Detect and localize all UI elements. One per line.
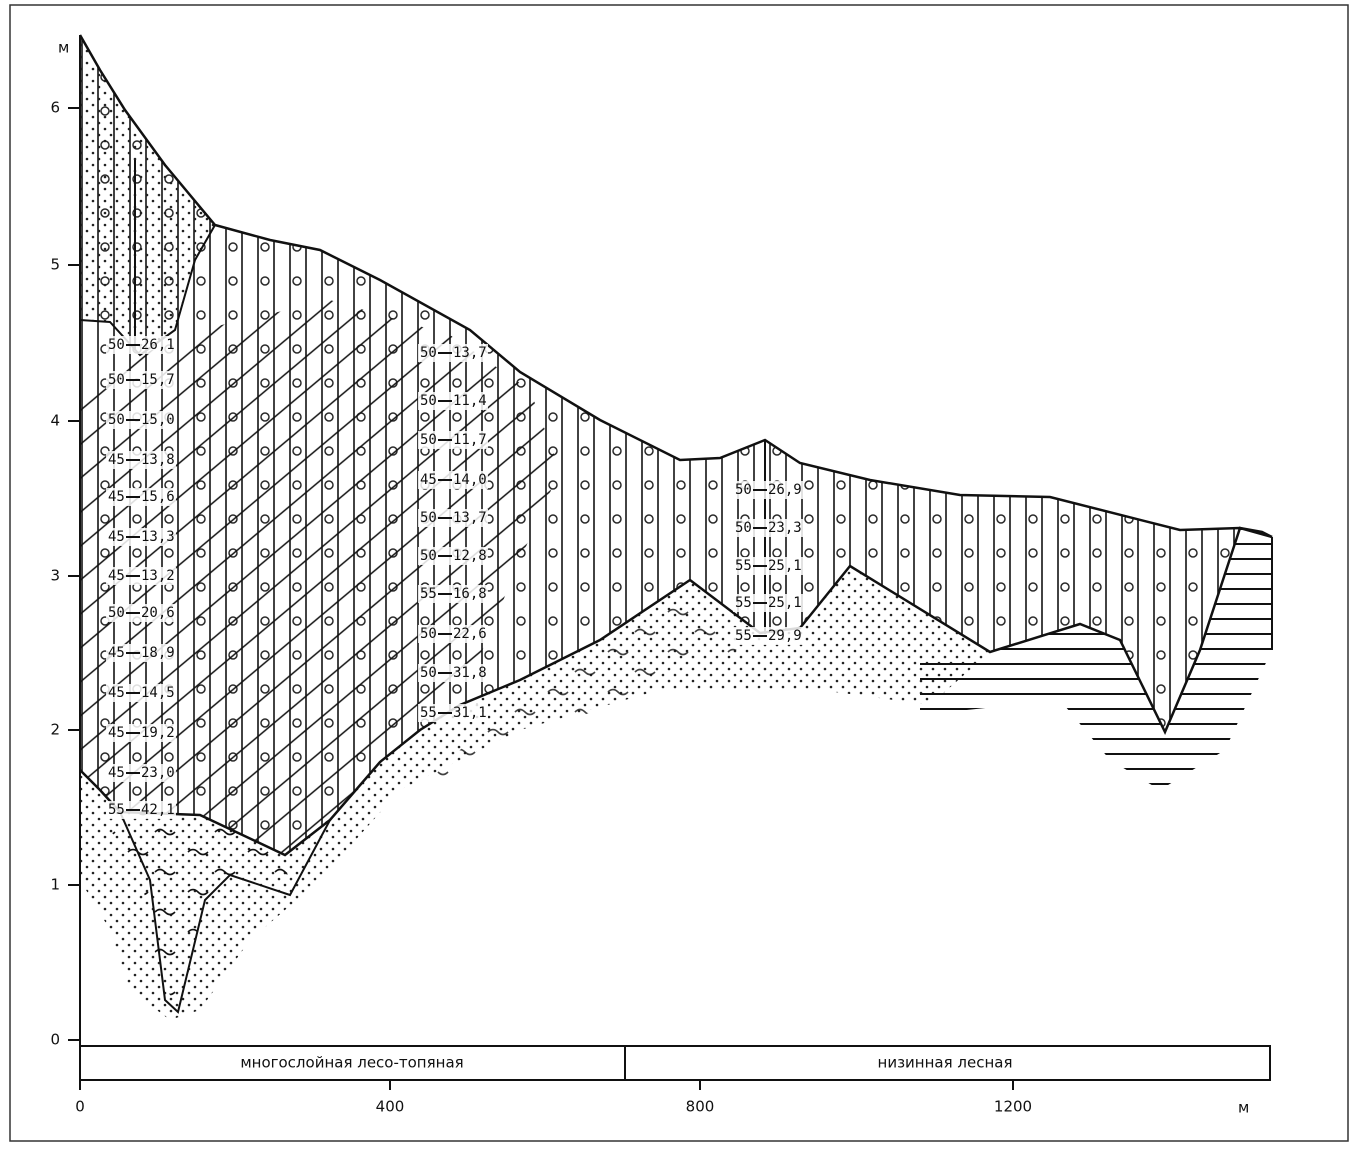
y-tick-label: 4: [50, 412, 60, 430]
sample-depth: 45: [108, 489, 125, 505]
sample-depth: 50: [735, 520, 752, 536]
y-tick-label: 2: [50, 721, 60, 739]
zone-label: низинная лесная: [878, 1054, 1013, 1072]
sample-value: 23,3: [768, 520, 802, 536]
sample-depth: 50: [420, 393, 437, 409]
y-unit: м: [58, 39, 69, 57]
sample-value: 26,9: [768, 482, 802, 498]
sample-depth: 55: [735, 628, 752, 644]
sample-value: 13,3: [141, 529, 175, 545]
sample-value: 31,8: [453, 665, 487, 681]
sample-depth: 45: [108, 685, 125, 701]
cross-section: [80, 35, 1272, 1020]
x-tick-label: 0: [75, 1098, 85, 1116]
sample-value: 13,7: [453, 345, 487, 361]
sample-depth: 55: [420, 586, 437, 602]
diagram: 5026,15015,75015,04513,84515,64513,34513…: [0, 0, 1358, 1148]
sample-value: 16,8: [453, 586, 487, 602]
sample-value: 12,8: [453, 548, 487, 564]
page: 5026,15015,75015,04513,84515,64513,34513…: [0, 0, 1358, 1152]
sample-value: 29,9: [768, 628, 802, 644]
sample-depth: 50: [108, 337, 125, 353]
sample-value: 20,6: [141, 605, 175, 621]
sample-value: 11,7: [453, 432, 487, 448]
sample-value: 14,5: [141, 685, 175, 701]
y-tick-label: 5: [50, 256, 60, 274]
sample-depth: 50: [420, 345, 437, 361]
x-tick-label: 400: [376, 1098, 405, 1116]
y-tick-label: 6: [50, 99, 60, 117]
sample-depth: 45: [420, 472, 437, 488]
sample-value: 23,0: [141, 765, 175, 781]
sample-depth: 50: [108, 412, 125, 428]
sample-depth: 45: [108, 765, 125, 781]
sample-depth: 55: [735, 558, 752, 574]
sample-value: 25,1: [768, 595, 802, 611]
x-unit: м: [1238, 1099, 1249, 1117]
sample-value: 13,8: [141, 452, 175, 468]
sample-depth: 55: [420, 705, 437, 721]
sample-value: 14,0: [453, 472, 487, 488]
sample-depth: 55: [735, 595, 752, 611]
x-tick-label: 1200: [994, 1098, 1032, 1116]
sample-value: 13,7: [453, 510, 487, 526]
sample-depth: 50: [108, 372, 125, 388]
sample-value: 25,1: [768, 558, 802, 574]
sample-depth: 45: [108, 568, 125, 584]
y-tick-label: 1: [50, 876, 60, 894]
sample-value: 11,4: [453, 393, 487, 409]
sample-depth: 45: [108, 645, 125, 661]
y-tick-label: 0: [50, 1031, 60, 1049]
sample-depth: 45: [108, 529, 125, 545]
sample-value: 42,1: [141, 802, 175, 818]
sample-depth: 50: [420, 510, 437, 526]
sample-depth: 50: [108, 605, 125, 621]
sample-value: 19,2: [141, 725, 175, 741]
sample-depth: 45: [108, 452, 125, 468]
sample-value: 26,1: [141, 337, 175, 353]
sample-depth: 55: [108, 802, 125, 818]
sample-value: 15,0: [141, 412, 175, 428]
sample-value: 31,1: [453, 705, 487, 721]
x-tick-label: 800: [686, 1098, 715, 1116]
sample-depth: 50: [420, 665, 437, 681]
sample-depth: 50: [420, 626, 437, 642]
sample-value: 22,6: [453, 626, 487, 642]
sample-depth: 45: [108, 725, 125, 741]
sample-value: 18,9: [141, 645, 175, 661]
sample-depth: 50: [420, 548, 437, 564]
y-tick-label: 3: [50, 567, 60, 585]
sample-depth: 50: [420, 432, 437, 448]
sample-value: 13,2: [141, 568, 175, 584]
sample-value: 15,6: [141, 489, 175, 505]
sample-value: 15,7: [141, 372, 175, 388]
sample-depth: 50: [735, 482, 752, 498]
zone-label: многослойная лесо-топяная: [240, 1054, 463, 1072]
